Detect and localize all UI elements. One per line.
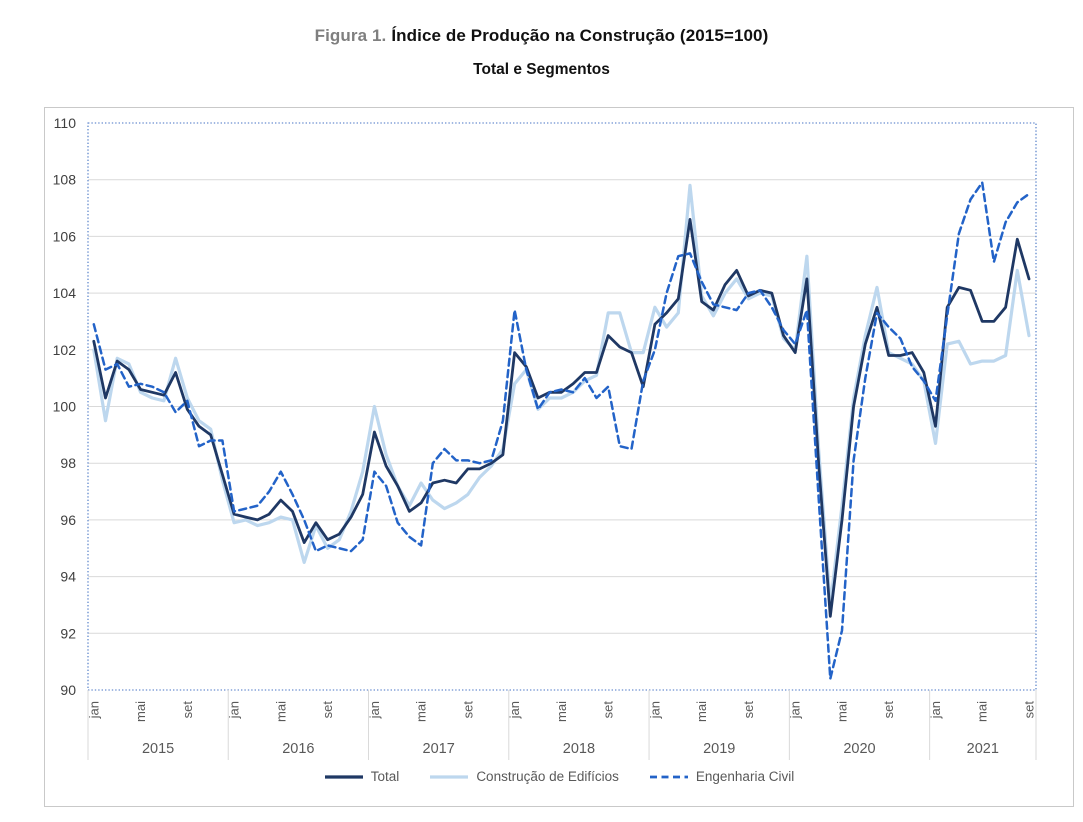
year-label: 2015 xyxy=(142,741,174,757)
figure-title-text: Índice de Produção na Construção (2015=1… xyxy=(391,26,769,45)
legend-line-engenharia-icon xyxy=(649,775,688,778)
month-tick-label: jan xyxy=(507,701,522,719)
year-label: 2019 xyxy=(703,741,735,757)
month-tick-label: jan xyxy=(367,701,382,719)
year-label: 2021 xyxy=(967,741,999,757)
month-tick-label: mai xyxy=(273,701,288,722)
y-tick-label: 106 xyxy=(53,228,77,244)
y-tick-label: 104 xyxy=(53,285,77,301)
legend-item-edificios: Construção de Edifícios xyxy=(429,769,619,784)
year-label: 2018 xyxy=(563,741,595,757)
figure-subtitle: Total e Segmentos xyxy=(473,61,610,78)
legend-label-total: Total xyxy=(370,769,400,784)
y-tick-label: 92 xyxy=(60,625,76,641)
month-tick-label: set xyxy=(180,701,195,719)
year-label: 2020 xyxy=(843,741,875,757)
figure-number-label: Figura 1. xyxy=(314,26,387,45)
month-tick-label: set xyxy=(460,701,475,719)
legend-label-engenharia: Engenharia Civil xyxy=(695,769,795,784)
series-line-constru-o-de-edif-cios xyxy=(92,183,1031,607)
y-tick-label: 98 xyxy=(60,455,76,471)
month-tick-label: mai xyxy=(834,701,849,722)
month-tick-label: mai xyxy=(133,701,148,722)
month-tick-label: jan xyxy=(647,701,662,719)
month-tick-label: mai xyxy=(975,701,990,722)
y-tick-label: 102 xyxy=(53,342,77,358)
legend-line-total-icon xyxy=(324,774,363,779)
y-tick-label: 108 xyxy=(53,172,77,188)
y-tick-label: 96 xyxy=(60,512,76,528)
plot-area-border xyxy=(87,122,1037,691)
month-tick-label: set xyxy=(881,701,896,719)
chart-legend: Total Construção de Edifícios Engenharia… xyxy=(44,769,1074,784)
legend-label-edificios: Construção de Edifícios xyxy=(476,769,619,784)
month-tick-label: jan xyxy=(86,701,101,719)
y-tick-label: 110 xyxy=(54,115,77,131)
figure-title: Figura 1. Índice de Produção na Construçã… xyxy=(0,26,1083,46)
legend-item-engenharia: Engenharia Civil xyxy=(649,769,794,784)
month-tick-label: set xyxy=(1022,701,1037,719)
year-label: 2016 xyxy=(282,741,314,757)
month-tick-label: set xyxy=(741,701,756,719)
y-tick-label: 90 xyxy=(60,682,76,698)
month-tick-label: set xyxy=(320,701,335,719)
month-tick-label: mai xyxy=(414,701,429,722)
month-tick-label: jan xyxy=(788,701,803,719)
month-tick-label: mai xyxy=(694,701,709,722)
month-tick-label: set xyxy=(601,701,616,719)
series-line-engenharia-civil xyxy=(92,181,1031,680)
figure-title-block: Figura 1. Índice de Produção na Construçã… xyxy=(0,26,1083,79)
month-tick-label: jan xyxy=(928,701,943,719)
legend-line-edificios-icon xyxy=(430,774,469,779)
year-label: 2017 xyxy=(423,741,455,757)
y-tick-label: 100 xyxy=(53,399,77,415)
month-tick-label: jan xyxy=(227,701,242,719)
legend-item-total: Total xyxy=(324,769,400,784)
series-line-total xyxy=(92,217,1031,618)
month-tick-label: mai xyxy=(554,701,569,722)
y-tick-label: 94 xyxy=(60,569,76,585)
